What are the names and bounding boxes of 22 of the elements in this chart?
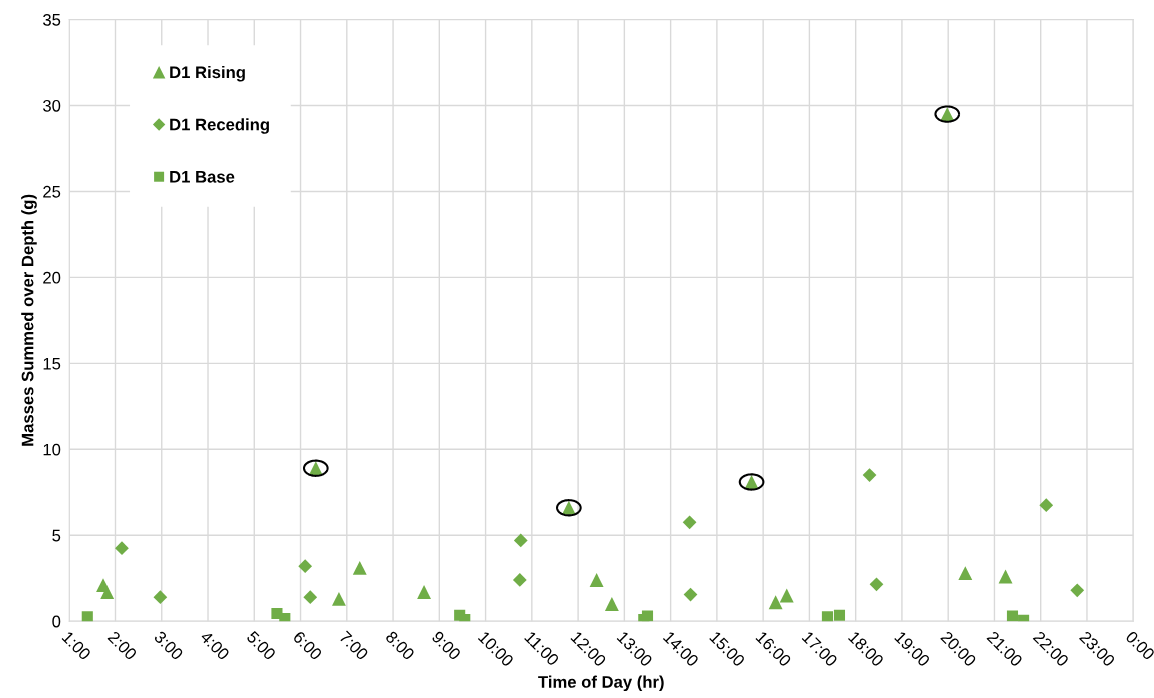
legend-label: D1 Receding: [170, 118, 269, 134]
y-tick-label: 10: [43, 443, 61, 456]
x-tick-label: 2:00: [107, 630, 138, 661]
y-tick-label: 20: [43, 271, 61, 284]
y-tick-label: 15: [43, 357, 61, 370]
x-tick-label: 4:00: [199, 630, 231, 661]
x-tick-label: 5:00: [246, 630, 277, 661]
x-tick-label: 7:00: [338, 630, 369, 661]
y-tick-label: 35: [43, 13, 61, 26]
y-tick-label: 30: [43, 99, 61, 112]
legend-label: D1 Base: [170, 171, 235, 183]
x-tick-label: 1:00: [61, 630, 92, 661]
x-tick-label: 6:00: [292, 630, 323, 661]
y-tick-label: 0: [52, 615, 61, 628]
legend-label: D1 Rising: [170, 65, 245, 82]
x-axis-title: Time of Day (hr): [538, 675, 664, 692]
x-tick-label: 8:00: [384, 630, 416, 661]
y-tick-label: 25: [43, 185, 61, 198]
y-tick-label: 5: [52, 529, 61, 542]
x-tick-label: 3:00: [153, 630, 184, 661]
x-tick-label: 9:00: [431, 630, 462, 661]
y-axis-title: Masses Summed over Depth (g): [21, 194, 37, 446]
